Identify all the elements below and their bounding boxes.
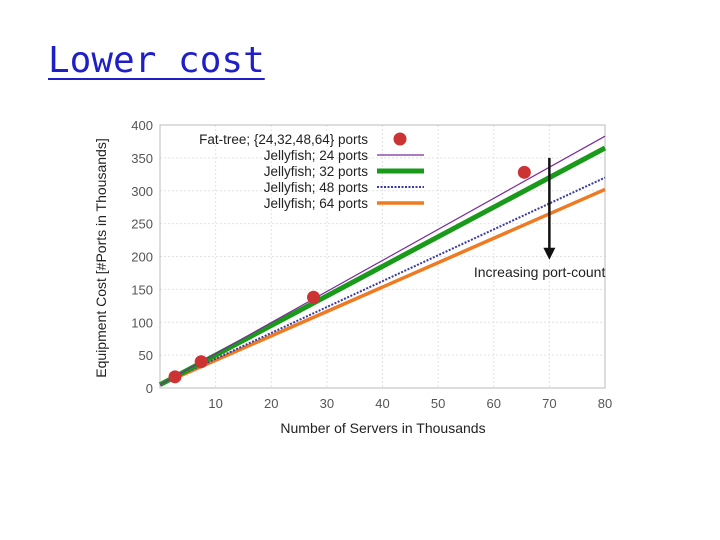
data-point: [517, 165, 531, 179]
series-line: [159, 135, 606, 386]
series-line: [158, 145, 607, 387]
y-tick-labels: 0 50 100 150 200 250 300 350 400: [131, 118, 153, 396]
data-point: [168, 370, 182, 384]
slide-title: Lower cost: [48, 40, 265, 81]
x-tick-label: 10: [208, 396, 222, 411]
fat-tree-points: [168, 165, 531, 384]
data-point: [194, 355, 208, 369]
legend-label: Jellyfish; 32 ports: [264, 164, 369, 179]
annotation: Increasing port-count: [474, 157, 606, 280]
axes: [159, 124, 606, 389]
legend-marker: [393, 132, 407, 146]
annotation-label: Increasing port-count: [474, 264, 606, 280]
legend-label: Jellyfish; 48 ports: [264, 180, 369, 195]
legend-label: Jellyfish; 24 ports: [264, 148, 369, 163]
series-lines: [158, 135, 607, 387]
x-tick-label: 70: [542, 396, 556, 411]
x-tick-labels: 10 20 30 40 50 60 70 80: [208, 396, 612, 411]
y-tick-label: 50: [139, 348, 153, 363]
x-tick-label: 60: [487, 396, 501, 411]
legend-label: Fat-tree; {24,32,48,64} ports: [199, 132, 368, 147]
y-axis-label: Equipment Cost [#Ports in Thousands]: [93, 138, 109, 377]
x-tick-label: 40: [375, 396, 389, 411]
y-tick-label: 0: [146, 381, 153, 396]
y-tick-label: 150: [131, 282, 153, 297]
x-tick-label: 50: [431, 396, 445, 411]
legend: Fat-tree; {24,32,48,64} portsJellyfish; …: [199, 132, 424, 211]
y-tick-label: 250: [131, 217, 153, 232]
y-tick-label: 350: [131, 151, 153, 166]
x-tick-label: 20: [264, 396, 278, 411]
y-tick-label: 400: [131, 118, 153, 133]
series-line: [159, 176, 606, 386]
x-axis-label: Number of Servers in Thousands: [280, 420, 485, 436]
series-line: [159, 187, 606, 387]
plot-frame: [159, 124, 606, 389]
y-tick-label: 100: [131, 315, 153, 330]
y-tick-label: 200: [131, 250, 153, 265]
data-point: [307, 290, 321, 304]
x-tick-label: 80: [598, 396, 612, 411]
arrow-head: [543, 247, 556, 260]
x-tick-label: 30: [320, 396, 334, 411]
y-tick-label: 300: [131, 184, 153, 199]
legend-label: Jellyfish; 64 ports: [264, 196, 369, 211]
